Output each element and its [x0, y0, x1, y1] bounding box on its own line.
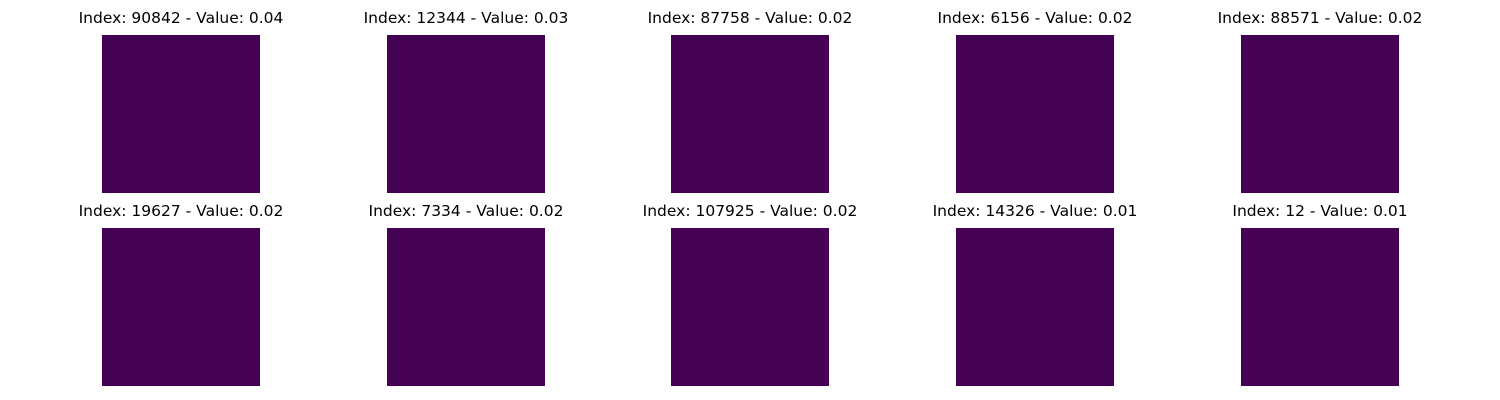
- image-panel: Index: 19627 - Value: 0.02: [79, 202, 284, 386]
- panel-title: Index: 12 - Value: 0.01: [1232, 202, 1407, 220]
- image-background: [1241, 35, 1399, 193]
- image-panel: Index: 7334 - Value: 0.02: [369, 202, 564, 386]
- panel-title: Index: 107925 - Value: 0.02: [643, 202, 858, 220]
- image-background: [956, 228, 1114, 386]
- image-panel: Index: 12 - Value: 0.01: [1232, 202, 1408, 386]
- image-background: [102, 228, 260, 386]
- panel-title: Index: 6156 - Value: 0.02: [938, 9, 1133, 27]
- image-panel: Index: 87758 - Value: 0.02: [648, 9, 853, 193]
- panel-title: Index: 12344 - Value: 0.03: [364, 9, 569, 27]
- image-background: [1241, 228, 1399, 386]
- panel-title: Index: 14326 - Value: 0.01: [933, 202, 1138, 220]
- image-panel: Index: 88571 - Value: 0.02: [1218, 9, 1423, 193]
- panel-title: Index: 88571 - Value: 0.02: [1218, 9, 1423, 27]
- image-background: [387, 228, 545, 386]
- image-panel: Index: 90842 - Value: 0.04: [79, 9, 284, 193]
- panel-title: Index: 90842 - Value: 0.04: [79, 9, 284, 27]
- image-panel: Index: 107925 - Value: 0.02: [643, 202, 858, 386]
- image-panel: Index: 14326 - Value: 0.01: [933, 202, 1138, 386]
- panel-title: Index: 7334 - Value: 0.02: [369, 202, 564, 220]
- panels-layer: Index: 90842 - Value: 0.04 Index: 12344 -…: [79, 9, 1423, 386]
- image-background: [387, 35, 545, 193]
- panel-title: Index: 19627 - Value: 0.02: [79, 202, 284, 220]
- image-panel: Index: 6156 - Value: 0.02: [938, 9, 1133, 193]
- image-panel: Index: 12344 - Value: 0.03: [364, 9, 569, 193]
- image-background: [671, 228, 829, 386]
- image-background: [956, 35, 1114, 193]
- image-background: [671, 35, 829, 193]
- panel-title: Index: 87758 - Value: 0.02: [648, 9, 853, 27]
- image-background: [102, 35, 260, 193]
